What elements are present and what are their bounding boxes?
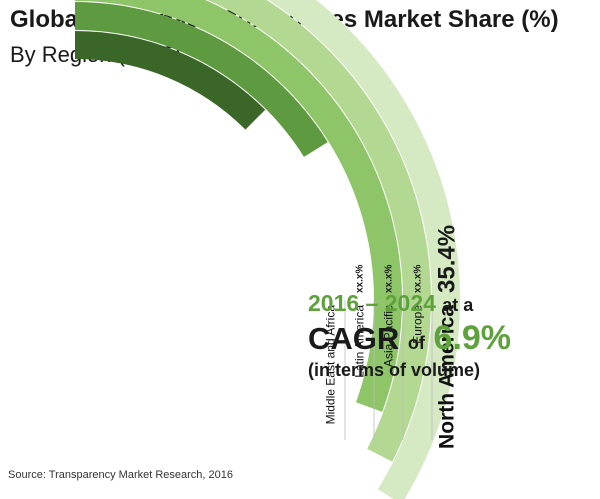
ring-europe xyxy=(207,0,431,462)
cagr-callout: 2016 – 2024 at a CAGR of 6.9% (in terms … xyxy=(308,290,598,381)
ring-north-america xyxy=(268,0,460,499)
value-label-latin-america: xx.x% xyxy=(355,265,366,293)
region-label-europe: Europe xyxy=(410,305,424,344)
source-note: Source: Transparency Market Research, 20… xyxy=(8,469,234,481)
cagr-rate: 6.9% xyxy=(433,319,512,357)
value-label-europe: xx.x% xyxy=(413,265,424,293)
region-label-asia-pacific: Asia Pacific xyxy=(381,305,395,367)
value-label-asia-pacific: xx.x% xyxy=(384,265,395,293)
cagr-note: (in terms of volume) xyxy=(308,360,481,380)
ring-asia-pacific xyxy=(75,0,402,412)
region-label-latin-america: Latin America xyxy=(352,305,366,378)
cagr-at-a: at a xyxy=(442,295,474,315)
region-label-middle-east-and-africa: Middle East and Africa xyxy=(323,305,337,425)
cagr-of: of xyxy=(407,333,425,353)
cagr-period: 2016 – 2024 xyxy=(308,290,436,316)
ring-latin-america xyxy=(75,2,328,157)
ring-middle-east-and-africa xyxy=(75,31,266,130)
value-label-middle-east-and-africa: xx.x% xyxy=(332,242,343,270)
cagr-label: CAGR xyxy=(308,321,400,356)
region-label-north-america: North America xyxy=(436,305,459,449)
value-label-north-america: 35.4% xyxy=(434,225,461,293)
